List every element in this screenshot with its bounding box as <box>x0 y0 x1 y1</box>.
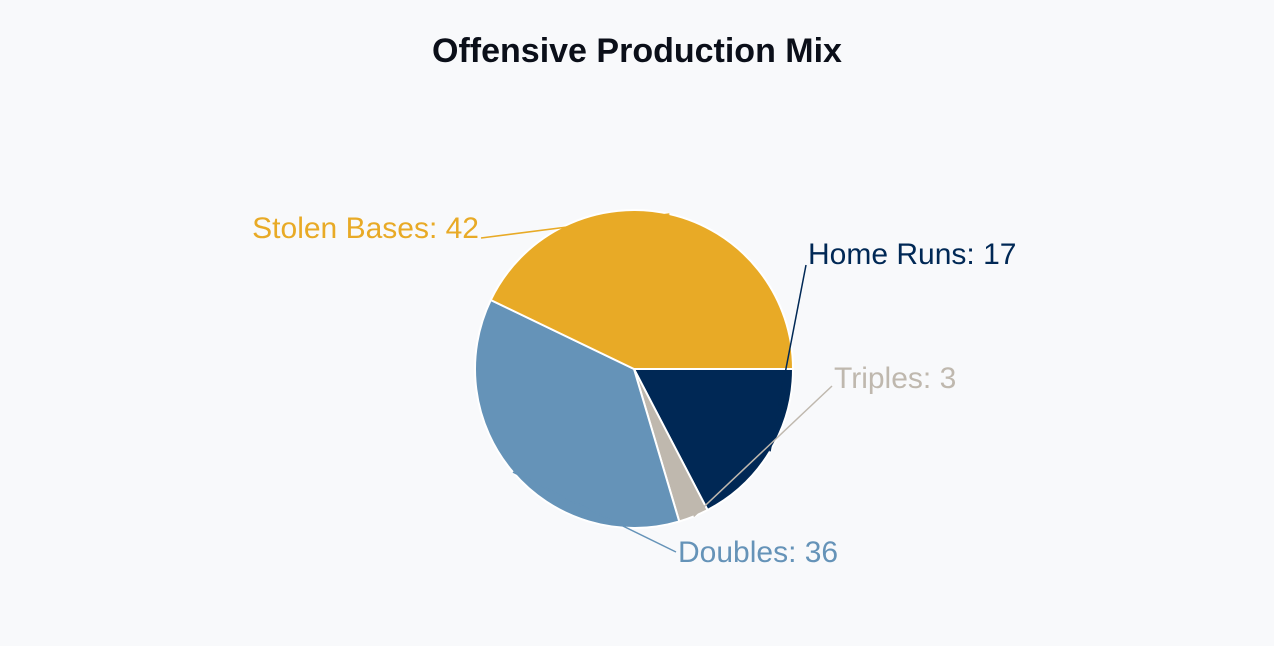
chart-title: Offensive Production Mix <box>432 32 842 70</box>
slice-labels: Home Runs: 17 Triples: 3 Doubles: 36 Stolen… <box>252 212 1016 569</box>
leader-line-doubles <box>512 471 677 553</box>
slice-label-home-runs: Home Runs: 17 <box>808 238 1016 271</box>
leader-line-triples <box>693 385 833 517</box>
slice-label-triples: Triples: 3 <box>834 362 956 395</box>
slice-label-stolen-bases: Stolen Bases: 42 <box>252 212 479 245</box>
pie-slices <box>474 209 795 529</box>
label-leader-lines <box>480 213 833 553</box>
slice-label-doubles: Doubles: 36 <box>678 536 838 569</box>
leader-line-home-runs <box>769 264 807 452</box>
leader-line-stolen-bases <box>480 213 670 239</box>
pie-slice-home-runs <box>632 368 795 512</box>
